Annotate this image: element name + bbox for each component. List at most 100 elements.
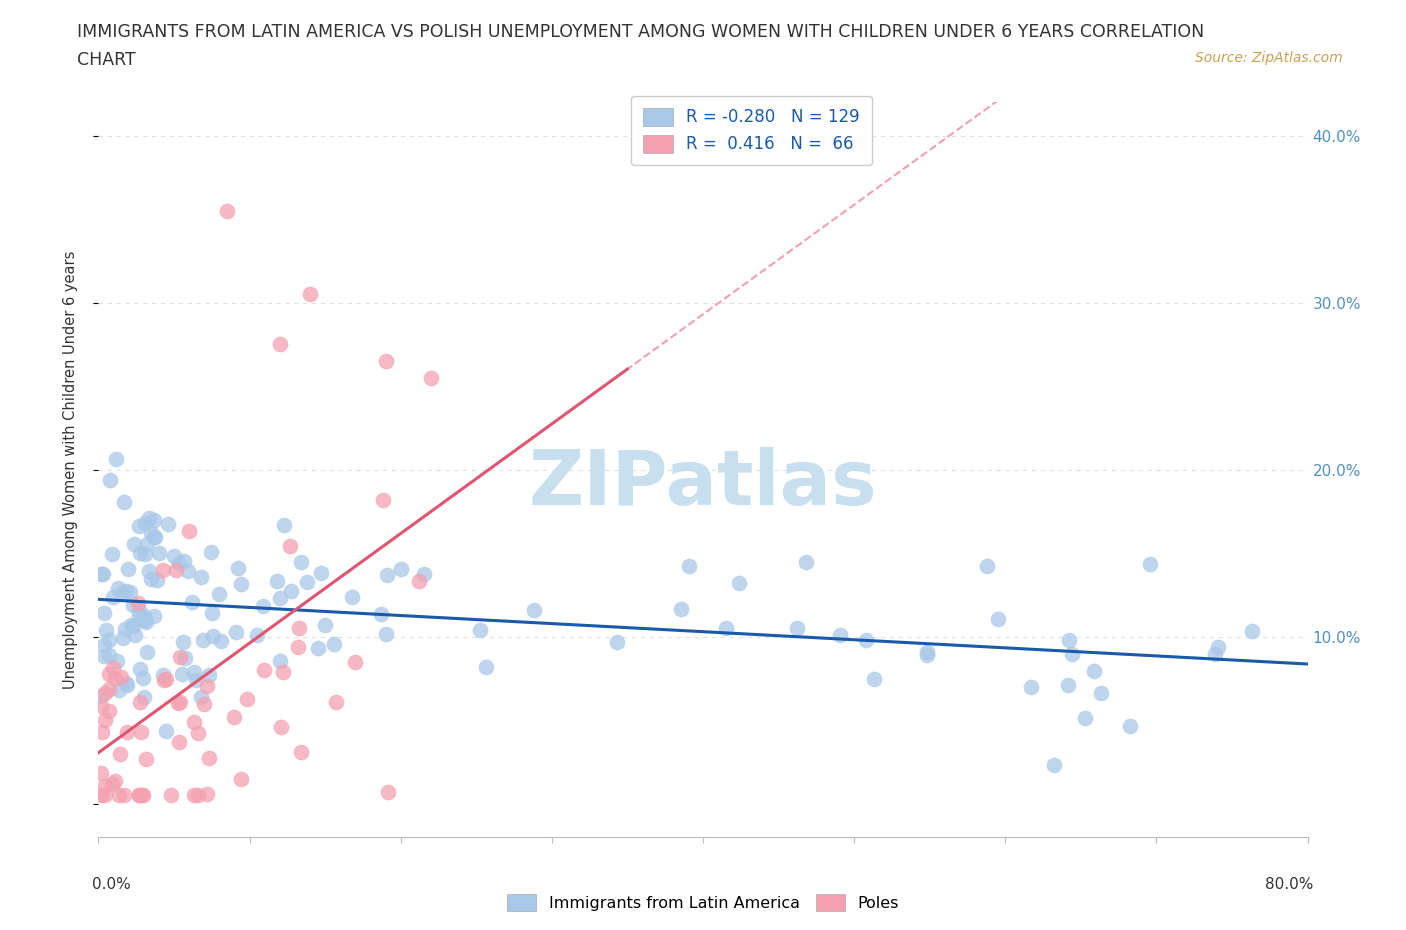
Point [671,602,693,617]
Point [1090,686,1112,701]
Point [187,788,209,803]
Text: Source: ZipAtlas.com: Source: ZipAtlas.com [1195,51,1343,65]
Point [266,574,288,589]
Point [1057,678,1080,693]
Point [97,703,120,718]
Point [252,598,274,613]
Point [1119,719,1142,734]
Point [115,724,138,739]
Point [287,640,309,655]
Point [135,615,157,630]
Point [167,735,190,750]
Point [105,654,128,669]
Point [201,629,224,644]
Point [375,567,398,582]
Point [855,632,877,647]
Point [115,675,138,690]
Y-axis label: Unemployment Among Women with Children Under 6 years: Unemployment Among Women with Children U… [63,250,77,689]
Point [987,611,1010,626]
Point [112,788,135,803]
Point [271,664,294,679]
Point [193,633,215,648]
Text: IMMIGRANTS FROM LATIN AMERICA VS POLISH UNEMPLOYMENT AMONG WOMEN WITH CHILDREN U: IMMIGRANTS FROM LATIN AMERICA VS POLISH … [77,23,1205,41]
Point [93,605,115,620]
Point [1074,711,1097,725]
Point [371,493,394,508]
Point [190,689,212,704]
Point [101,660,124,675]
Point [107,580,129,595]
Point [108,747,131,762]
Text: 0.0%: 0.0% [93,877,131,893]
Point [174,650,197,665]
Point [269,654,291,669]
Point [1057,632,1080,647]
Point [169,555,191,570]
Point [198,668,221,683]
Point [915,644,938,659]
Point [235,692,257,707]
Point [101,547,124,562]
Point [165,563,187,578]
Point [132,609,155,624]
Point [127,596,149,611]
Point [208,587,231,602]
Point [153,672,176,687]
Point [172,635,194,650]
Point [1204,646,1226,661]
Point [90,724,112,739]
Point [136,644,159,659]
Point [183,715,205,730]
Point [290,555,312,570]
Point [122,537,145,551]
Point [98,472,121,487]
Point [104,774,127,789]
Text: ZIPatlas: ZIPatlas [529,447,877,522]
Point [134,515,156,530]
Point [794,554,817,569]
Point [412,566,434,581]
Point [93,648,115,663]
Point [128,603,150,618]
Point [98,682,121,697]
Point [124,628,146,643]
Point [169,649,191,664]
Point [104,451,127,466]
Point [129,724,152,739]
Point [148,545,170,560]
Point [177,524,200,538]
Point [322,637,344,652]
Point [90,698,112,713]
Point [195,679,218,694]
Point [340,590,363,604]
Point [273,517,295,532]
Point [190,569,212,584]
Point [98,667,121,682]
Point [370,606,392,621]
Point [117,561,139,576]
Point [134,547,156,562]
Point [94,622,117,637]
Point [325,695,347,710]
Point [225,625,247,640]
Point [183,788,205,803]
Point [253,662,276,677]
Point [195,787,218,802]
Point [222,710,245,724]
Point [128,607,150,622]
Point [90,688,112,703]
Point [167,696,190,711]
Legend: R = -0.280   N = 129, R =  0.416   N =  66: R = -0.280 N = 129, R = 0.416 N = 66 [631,96,872,165]
Point [94,788,117,803]
Point [139,572,162,587]
Point [120,584,142,599]
Point [714,620,737,635]
Legend: Immigrants from Latin America, Poles: Immigrants from Latin America, Poles [501,888,905,917]
Point [830,628,852,643]
Point [344,655,367,670]
Point [160,788,183,803]
Point [128,788,150,803]
Point [94,778,117,793]
Point [229,771,252,786]
Point [121,618,143,633]
